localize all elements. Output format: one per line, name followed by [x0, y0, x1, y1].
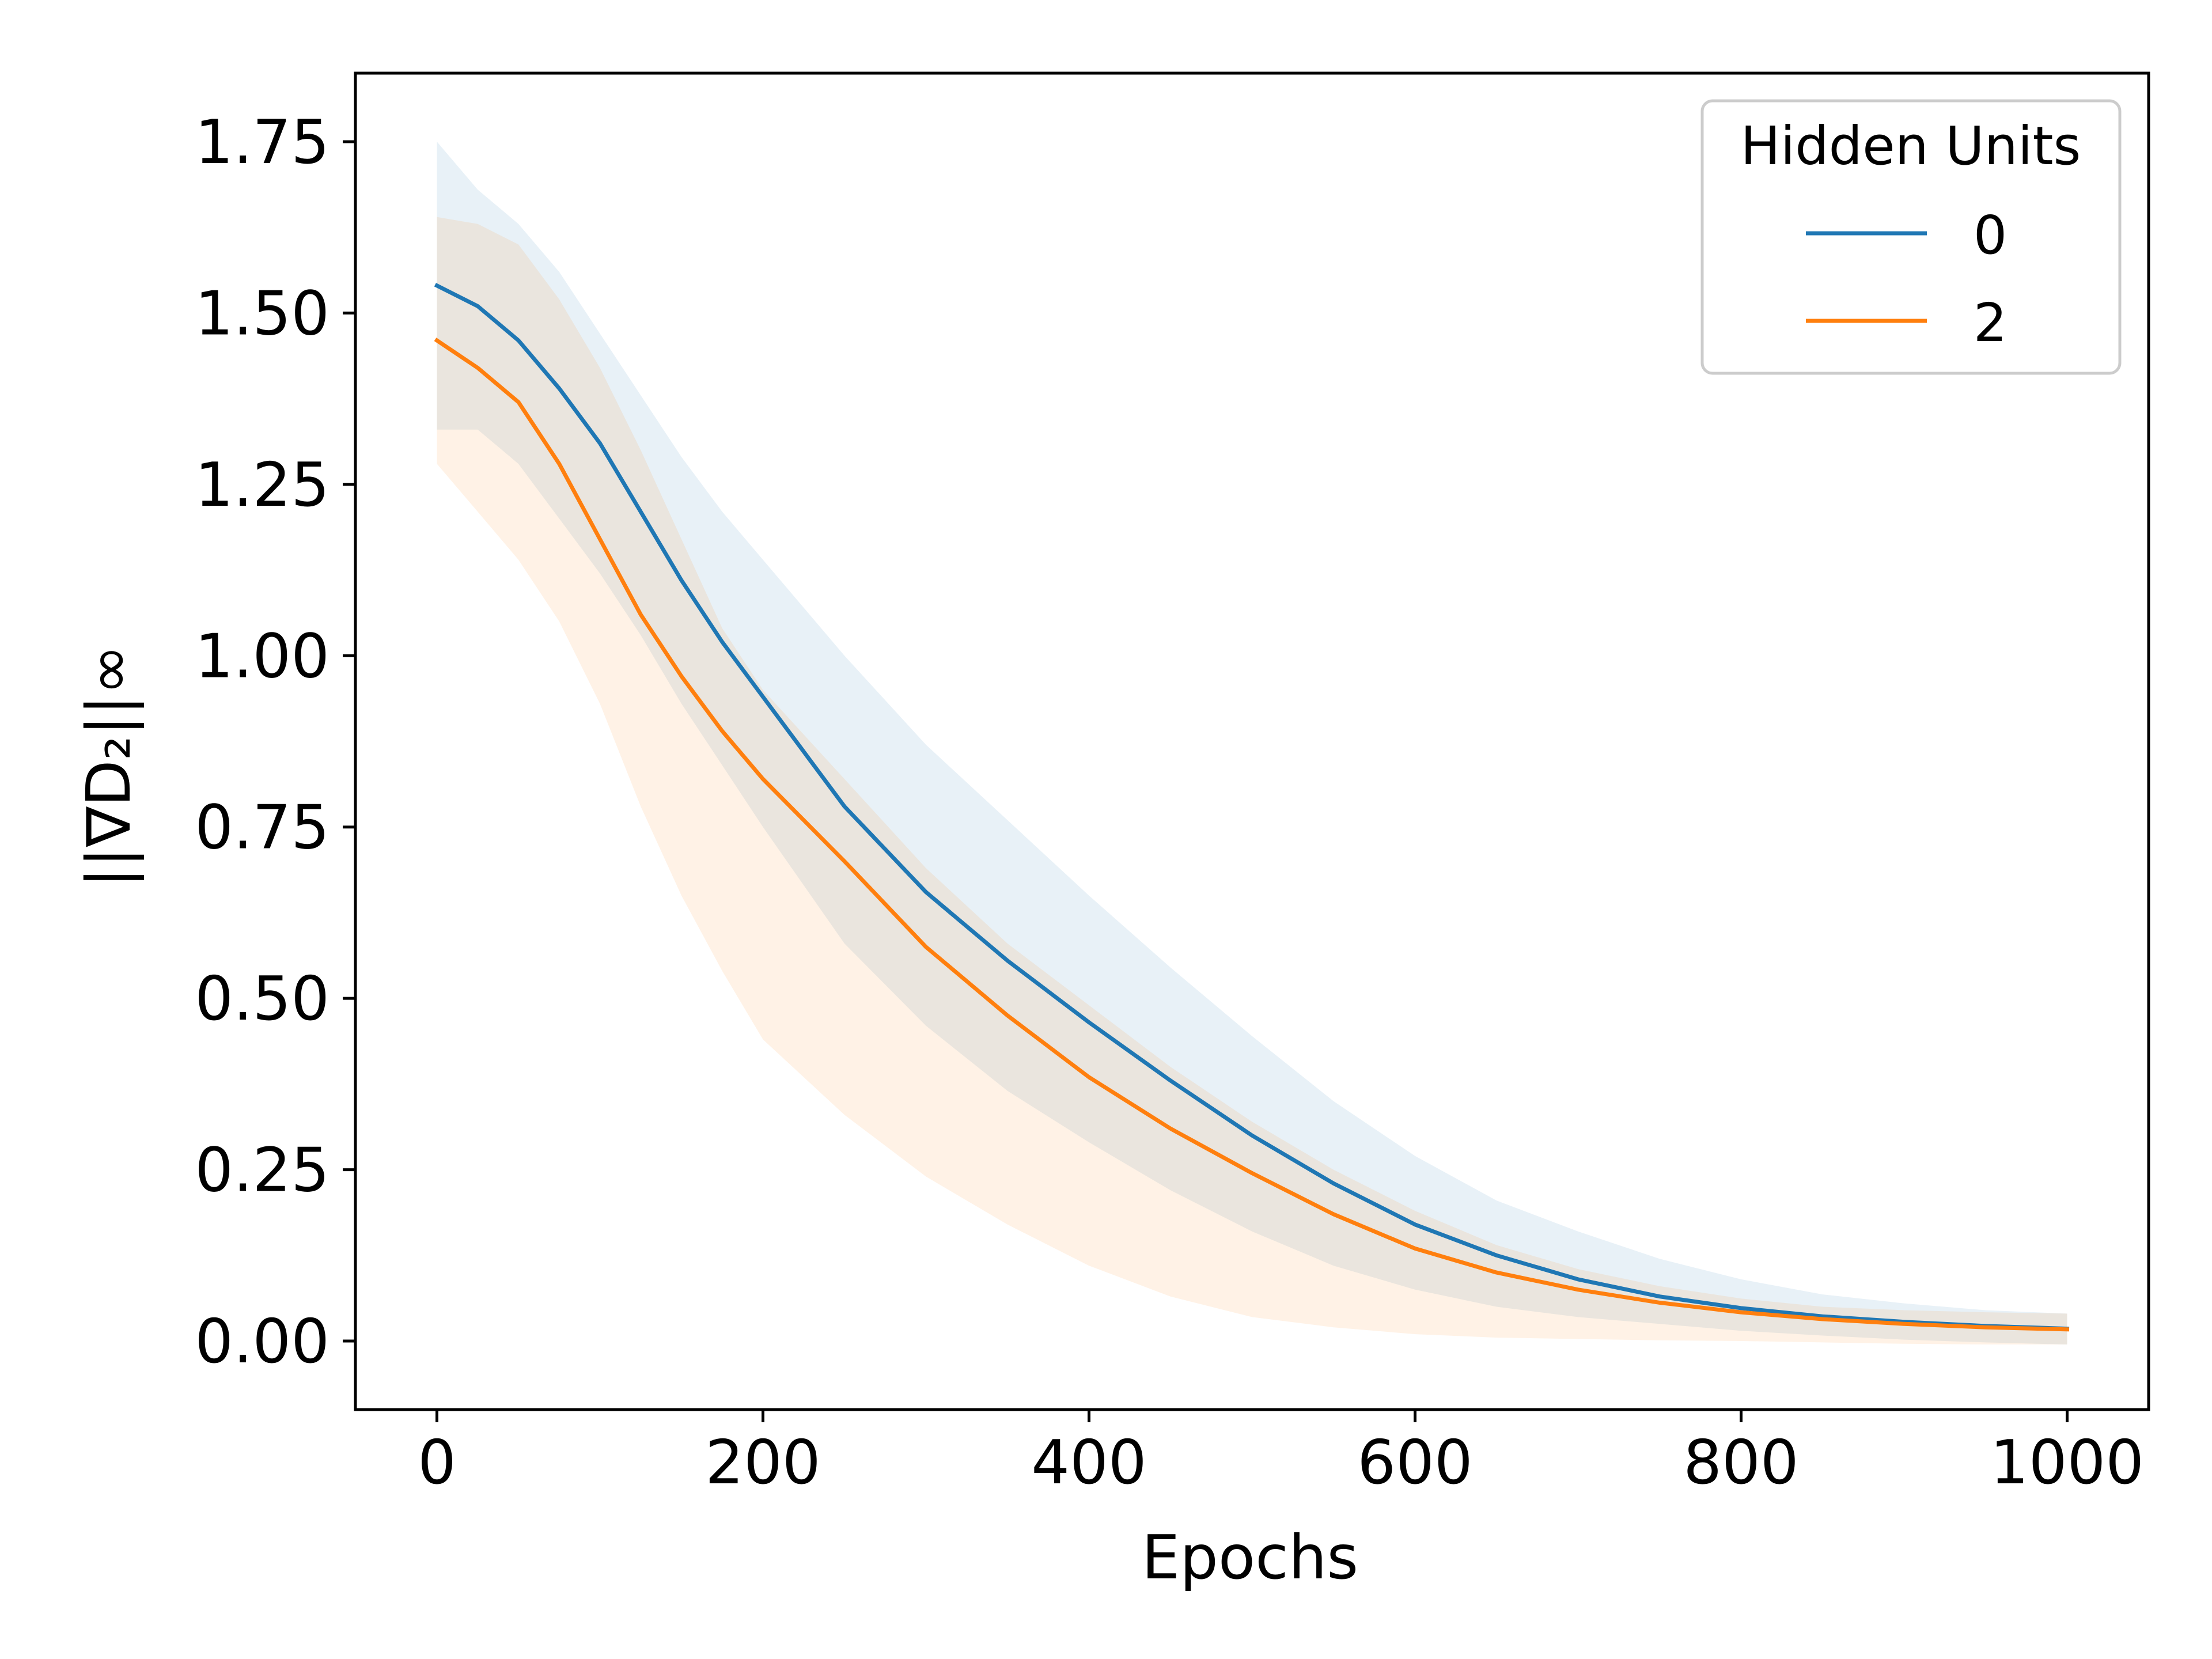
x-tick-label: 600	[1357, 1427, 1472, 1498]
x-axis-ticks: 0 200 400 600 800 1000	[418, 1410, 2144, 1498]
x-tick-label: 400	[1031, 1427, 1146, 1498]
band-series-2	[437, 217, 2067, 1344]
y-tick-label: 1.75	[195, 107, 329, 177]
band-series-0	[437, 142, 2067, 1344]
x-tick-label: 1000	[1990, 1427, 2144, 1498]
legend-label-2: 2	[1974, 292, 2008, 354]
x-tick-label: 800	[1683, 1427, 1798, 1498]
line-series-0	[434, 283, 2070, 1331]
x-tick-label: 0	[418, 1427, 456, 1498]
legend-entries: 02	[1806, 204, 2007, 354]
legend-title: Hidden Units	[1741, 115, 2081, 177]
y-tick-label: 0.50	[195, 964, 329, 1034]
y-axis-ticks: 0.00 0.25 0.50 0.75 1.00 1.25 1.50 1.75	[195, 107, 355, 1377]
confidence-bands	[437, 142, 2067, 1344]
y-axis-label: ||∇D₂||∞	[74, 645, 145, 888]
legend-box	[1700, 99, 2122, 375]
y-tick-label: 1.00	[195, 621, 329, 691]
x-axis-label: Epochs	[1142, 1522, 1358, 1593]
legend: Hidden Units 02	[1700, 99, 2122, 375]
y-tick-label: 1.25	[195, 450, 329, 520]
line-series-2	[434, 338, 2070, 1332]
y-tick-label: 0.75	[195, 793, 329, 863]
legend-label-0: 0	[1974, 204, 2008, 266]
y-tick-label: 0.00	[195, 1306, 329, 1377]
axes-frame	[354, 71, 2150, 1411]
x-tick-label: 200	[705, 1427, 820, 1498]
y-tick-label: 1.50	[195, 278, 329, 349]
series-lines	[434, 283, 2070, 1332]
y-tick-label: 0.25	[195, 1135, 329, 1206]
